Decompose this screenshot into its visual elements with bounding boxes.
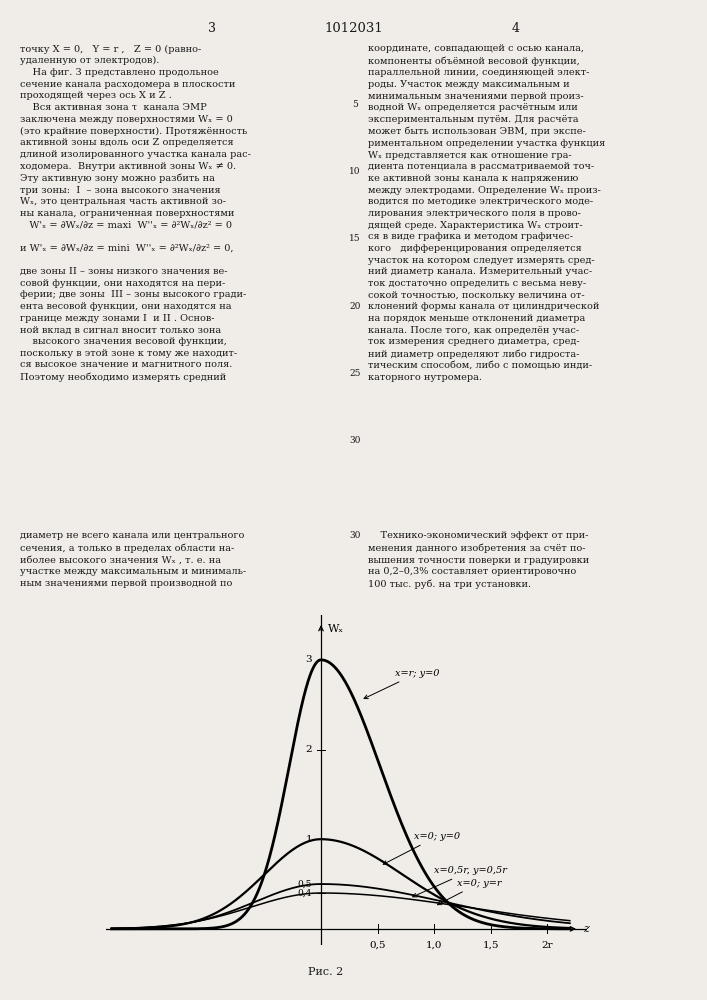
Text: 10: 10 xyxy=(349,167,361,176)
Text: 0,4: 0,4 xyxy=(298,888,312,897)
Text: z: z xyxy=(583,924,590,934)
Text: 20: 20 xyxy=(349,302,361,311)
Text: Технико-экономический эффект от при-
менения данного изобретения за счёт по-
выш: Технико-экономический эффект от при- мен… xyxy=(368,531,589,589)
Text: 3: 3 xyxy=(305,655,312,664)
Text: 15: 15 xyxy=(349,234,361,243)
Text: x=0; y=0: x=0; y=0 xyxy=(383,832,460,864)
Text: 5: 5 xyxy=(352,100,358,109)
Text: 1,0: 1,0 xyxy=(426,941,443,950)
Text: 1012031: 1012031 xyxy=(324,22,383,35)
Text: координате, совпадающей с осью канала,
компоненты объёмной весовой функции,
пара: координате, совпадающей с осью канала, к… xyxy=(368,44,605,382)
Text: 1,5: 1,5 xyxy=(482,941,499,950)
Text: x=0; y=r: x=0; y=r xyxy=(438,879,501,905)
Text: 0,5: 0,5 xyxy=(298,880,312,889)
Text: 25: 25 xyxy=(349,369,361,378)
Text: диаметр не всего канала или центрального
сечения, а только в пределах области на: диаметр не всего канала или центрального… xyxy=(20,531,246,588)
Text: 30: 30 xyxy=(349,436,361,445)
Text: 2r: 2r xyxy=(542,941,553,950)
Text: Рис. 2: Рис. 2 xyxy=(308,967,343,977)
Text: x=0,5r, y=0,5r: x=0,5r, y=0,5r xyxy=(413,866,507,897)
Text: 0,5: 0,5 xyxy=(369,941,386,950)
Text: 3: 3 xyxy=(208,22,216,35)
Text: 2: 2 xyxy=(305,745,312,754)
Text: 1: 1 xyxy=(305,835,312,844)
Text: точку X = 0,   Y = r ,   Z = 0 (равно-
удаленную от электродов).
    На фиг. 3 п: точку X = 0, Y = r , Z = 0 (равно- удале… xyxy=(20,44,251,382)
Text: x=r; y=0: x=r; y=0 xyxy=(364,669,439,699)
Text: 4: 4 xyxy=(512,22,520,35)
Text: 30: 30 xyxy=(349,531,361,540)
Text: Wₓ: Wₓ xyxy=(328,624,344,634)
